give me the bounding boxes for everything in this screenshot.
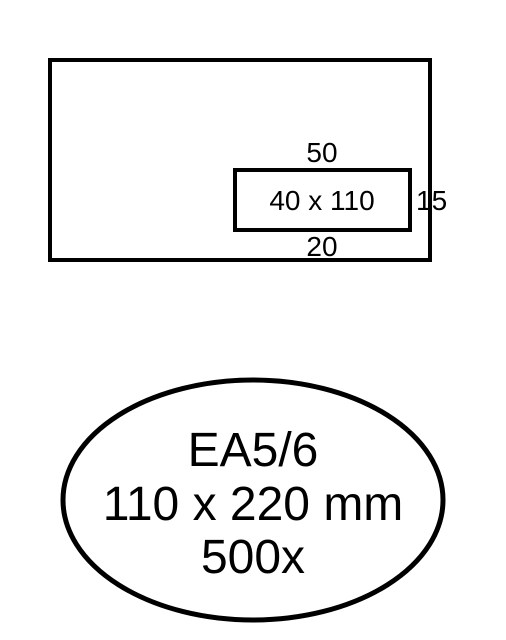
window-right-margin-label: 15 bbox=[416, 185, 447, 216]
badge-format-label: EA5/6 bbox=[188, 424, 319, 477]
window-top-margin-label: 50 bbox=[306, 137, 337, 168]
badge-quantity-label: 500x bbox=[201, 531, 305, 584]
window-size-label: 40 x 110 bbox=[269, 185, 374, 216]
badge-dimensions-label: 110 x 220 mm bbox=[103, 478, 404, 531]
window-bottom-margin-label: 20 bbox=[306, 231, 337, 262]
